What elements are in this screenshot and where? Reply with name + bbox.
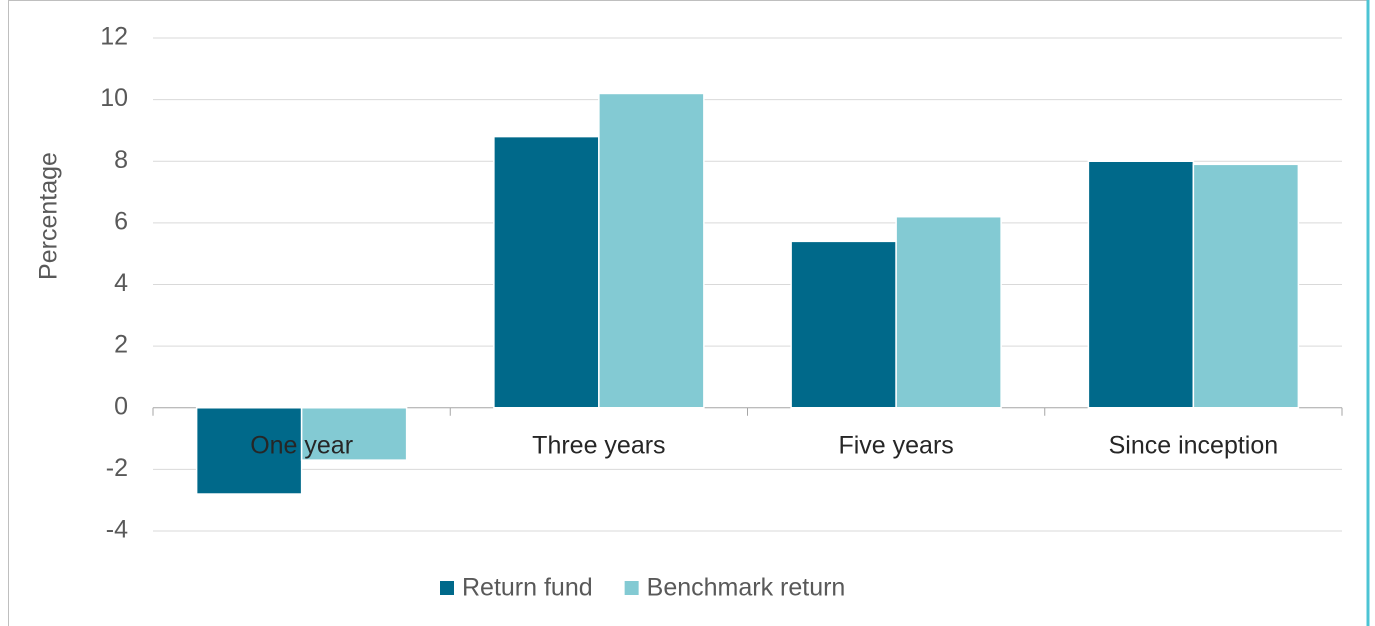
- bar: [1192, 163, 1300, 409]
- bar: [300, 407, 408, 461]
- x-tick-label: Three years: [532, 431, 665, 459]
- y-tick-label: 2: [114, 331, 128, 359]
- y-tick-label: -4: [106, 516, 128, 544]
- y-tick-label: 12: [100, 23, 128, 51]
- bar: [1087, 160, 1195, 409]
- y-tick-label: -2: [106, 454, 128, 482]
- x-tick-label: Since inception: [1109, 431, 1279, 459]
- bar: [790, 240, 897, 409]
- bar: [895, 215, 1002, 409]
- legend-swatch: [440, 581, 454, 595]
- bar: [598, 92, 705, 409]
- y-tick-label: 6: [114, 207, 128, 235]
- y-tick-label: 10: [100, 84, 128, 112]
- x-tick-label: One year: [250, 431, 353, 459]
- legend-label: Return fund: [462, 574, 593, 602]
- y-axis-label: Percentage: [35, 152, 63, 280]
- y-tick-label: 0: [114, 392, 128, 420]
- y-tick-label: 4: [114, 269, 128, 297]
- legend-swatch: [624, 581, 639, 595]
- y-tick-label: 8: [114, 146, 128, 174]
- bar: [195, 407, 303, 495]
- x-tick-label: Five years: [838, 431, 953, 459]
- legend-label: Benchmark return: [647, 574, 846, 602]
- bar: [493, 135, 600, 409]
